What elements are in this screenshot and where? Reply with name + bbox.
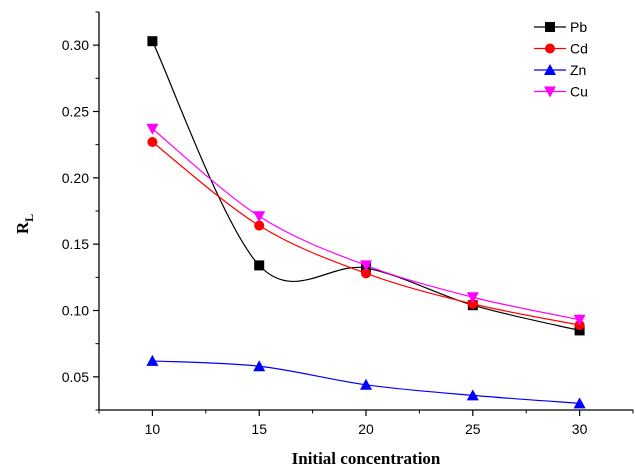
legend: Pb Cd Zn Cu: [534, 19, 588, 100]
data-point-cu: [573, 314, 586, 326]
axes: 10 15 20 25 30 0.05 0.10 0.15 0.20 0.25 0.30: [62, 11, 634, 437]
series-line-pb: [151, 40, 580, 331]
y-tick-label: 0.10: [62, 303, 89, 319]
x-tick-label: 30: [572, 421, 588, 437]
data-point-cu: [146, 123, 159, 135]
data-point-cd: [467, 298, 478, 309]
x-axis-title: Initial concentration: [292, 449, 441, 468]
series-layer: [146, 36, 586, 409]
legend-label-cu: Cu: [570, 84, 588, 100]
data-point-cd: [254, 220, 265, 231]
y-tick-label: 0.25: [62, 104, 89, 120]
legend-item-cu: Cu: [534, 84, 588, 100]
legend-item-zn: Zn: [534, 62, 586, 78]
data-point-cu: [466, 292, 479, 304]
data-point-zn: [466, 389, 479, 401]
legend-marker-cd: [545, 43, 555, 54]
y-tick-label: 0.15: [62, 236, 89, 252]
series-zn: [146, 354, 586, 409]
legend-label-pb: Pb: [570, 19, 587, 35]
series-pb: [147, 36, 585, 336]
legend-marker-pb: [545, 22, 555, 32]
series-line-cd: [152, 141, 580, 326]
legend-label-cd: Cd: [570, 41, 588, 57]
legend-item-pb: Pb: [534, 19, 587, 35]
series-line-cu: [152, 128, 580, 321]
y-tick-label: 0.20: [62, 170, 89, 186]
legend-label-zn: Zn: [570, 62, 586, 78]
y-axis-title: RL: [13, 214, 36, 234]
x-tick-label: 15: [251, 421, 267, 437]
data-point-zn: [360, 378, 372, 390]
y-tick-label: 0.05: [62, 369, 89, 385]
data-point-cd: [147, 137, 158, 148]
data-point-cu: [253, 211, 266, 223]
x-tick-label: 20: [358, 421, 374, 437]
y-axis-title-subscript: L: [22, 214, 36, 222]
x-tick-label: 10: [145, 421, 161, 437]
data-point-zn: [146, 354, 159, 366]
data-point-pb: [147, 36, 158, 47]
series-cu: [146, 123, 586, 326]
data-point-zn: [573, 397, 586, 409]
data-point-cu: [360, 260, 372, 272]
legend-marker-cu: [544, 86, 556, 98]
legend-item-cd: Cd: [534, 41, 588, 57]
data-point-zn: [253, 360, 266, 372]
y-tick-label: 0.30: [62, 37, 89, 53]
x-tick-label: 25: [465, 421, 481, 437]
legend-marker-zn: [544, 64, 556, 75]
data-point-pb: [254, 260, 265, 271]
y-axis-title-main: R: [13, 221, 32, 234]
data-point-pb: [574, 325, 585, 336]
series-cd: [147, 137, 585, 331]
data-point-cd: [361, 268, 371, 279]
